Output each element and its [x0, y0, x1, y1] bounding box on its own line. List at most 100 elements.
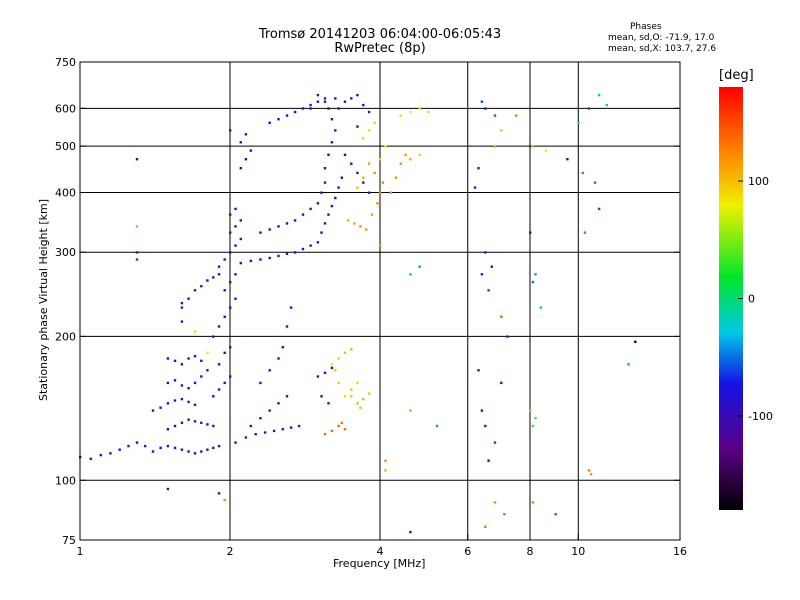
- data-point: [301, 213, 305, 216]
- data-point: [409, 110, 412, 114]
- data-point: [293, 251, 297, 254]
- data-point: [350, 388, 353, 391]
- data-point: [277, 402, 280, 405]
- data-point: [193, 381, 197, 385]
- data-point: [323, 181, 327, 184]
- data-point: [376, 202, 379, 205]
- data-point: [99, 453, 102, 457]
- data-point: [409, 530, 412, 534]
- data-point: [249, 259, 252, 263]
- data-point: [362, 176, 365, 179]
- data-point: [277, 118, 280, 121]
- data-point: [268, 409, 271, 412]
- data-point: [379, 191, 382, 194]
- data-point: [234, 207, 237, 211]
- data-point: [281, 346, 284, 349]
- data-point: [89, 457, 92, 460]
- data-point: [180, 448, 184, 451]
- data-point: [531, 145, 535, 148]
- data-point: [350, 97, 353, 100]
- data-point: [356, 171, 359, 175]
- data-point: [316, 100, 320, 103]
- data-point: [327, 402, 330, 405]
- data-point: [316, 375, 320, 378]
- data-point: [200, 359, 203, 362]
- data-point: [480, 100, 484, 103]
- data-point: [337, 357, 340, 360]
- grid-lines: [80, 62, 680, 540]
- data-point: [297, 424, 301, 428]
- data-point: [534, 417, 537, 420]
- data-point: [337, 381, 340, 385]
- data-point: [217, 273, 221, 276]
- data-point: [531, 424, 535, 428]
- data-point: [223, 258, 226, 261]
- data-point: [531, 280, 535, 284]
- data-point: [277, 254, 280, 258]
- data-point: [399, 162, 402, 165]
- data-point: [293, 219, 297, 222]
- data-point: [384, 145, 387, 148]
- data-point: [234, 297, 237, 300]
- data-point: [159, 446, 162, 450]
- data-point: [180, 301, 184, 305]
- x-tick-label: 8: [527, 545, 534, 558]
- data-point: [539, 306, 542, 309]
- data-point: [193, 420, 197, 423]
- data-point: [343, 351, 347, 354]
- data-point: [487, 289, 490, 292]
- data-point: [212, 424, 215, 428]
- data-points: [79, 93, 637, 534]
- y-tick-label: 300: [55, 246, 76, 259]
- data-point: [223, 498, 226, 502]
- data-point: [229, 346, 232, 349]
- data-point: [597, 93, 601, 97]
- data-point: [234, 244, 237, 247]
- data-point: [356, 402, 359, 405]
- data-point: [316, 93, 320, 97]
- data-point: [500, 315, 503, 318]
- data-point: [627, 363, 630, 366]
- data-point: [334, 196, 337, 200]
- data-point: [493, 441, 497, 444]
- data-point: [293, 110, 297, 114]
- data-point: [229, 213, 232, 216]
- data-point: [217, 492, 221, 495]
- colorbar-tick-label: 0: [748, 293, 755, 306]
- data-point: [367, 191, 371, 194]
- data-point: [259, 417, 262, 420]
- data-point: [206, 351, 209, 354]
- data-point: [206, 448, 209, 451]
- data-point: [503, 513, 506, 516]
- data-point: [362, 181, 365, 184]
- data-point: [180, 320, 184, 323]
- data-point: [187, 357, 190, 360]
- data-point: [356, 125, 359, 128]
- data-point: [330, 366, 334, 370]
- data-point: [418, 265, 421, 268]
- data-point: [173, 424, 177, 428]
- data-point: [330, 204, 334, 208]
- data-point: [180, 363, 184, 366]
- data-point: [534, 273, 537, 276]
- data-point: [484, 107, 487, 110]
- data-point: [135, 225, 139, 228]
- data-point: [180, 384, 184, 387]
- data-point: [301, 247, 305, 251]
- data-point: [193, 452, 197, 455]
- data-point: [285, 325, 289, 328]
- data-point: [323, 222, 327, 225]
- data-point: [229, 251, 232, 254]
- data-point: [285, 114, 289, 117]
- y-tick-label: 100: [55, 474, 76, 487]
- data-point: [323, 100, 327, 103]
- data-point: [593, 181, 597, 184]
- chart-subtitle: RwPretec (8p): [334, 41, 426, 56]
- data-point: [477, 167, 480, 170]
- data-point: [356, 186, 359, 189]
- data-point: [340, 421, 343, 424]
- data-point: [239, 237, 242, 241]
- data-point: [320, 395, 323, 398]
- data-point: [259, 231, 262, 234]
